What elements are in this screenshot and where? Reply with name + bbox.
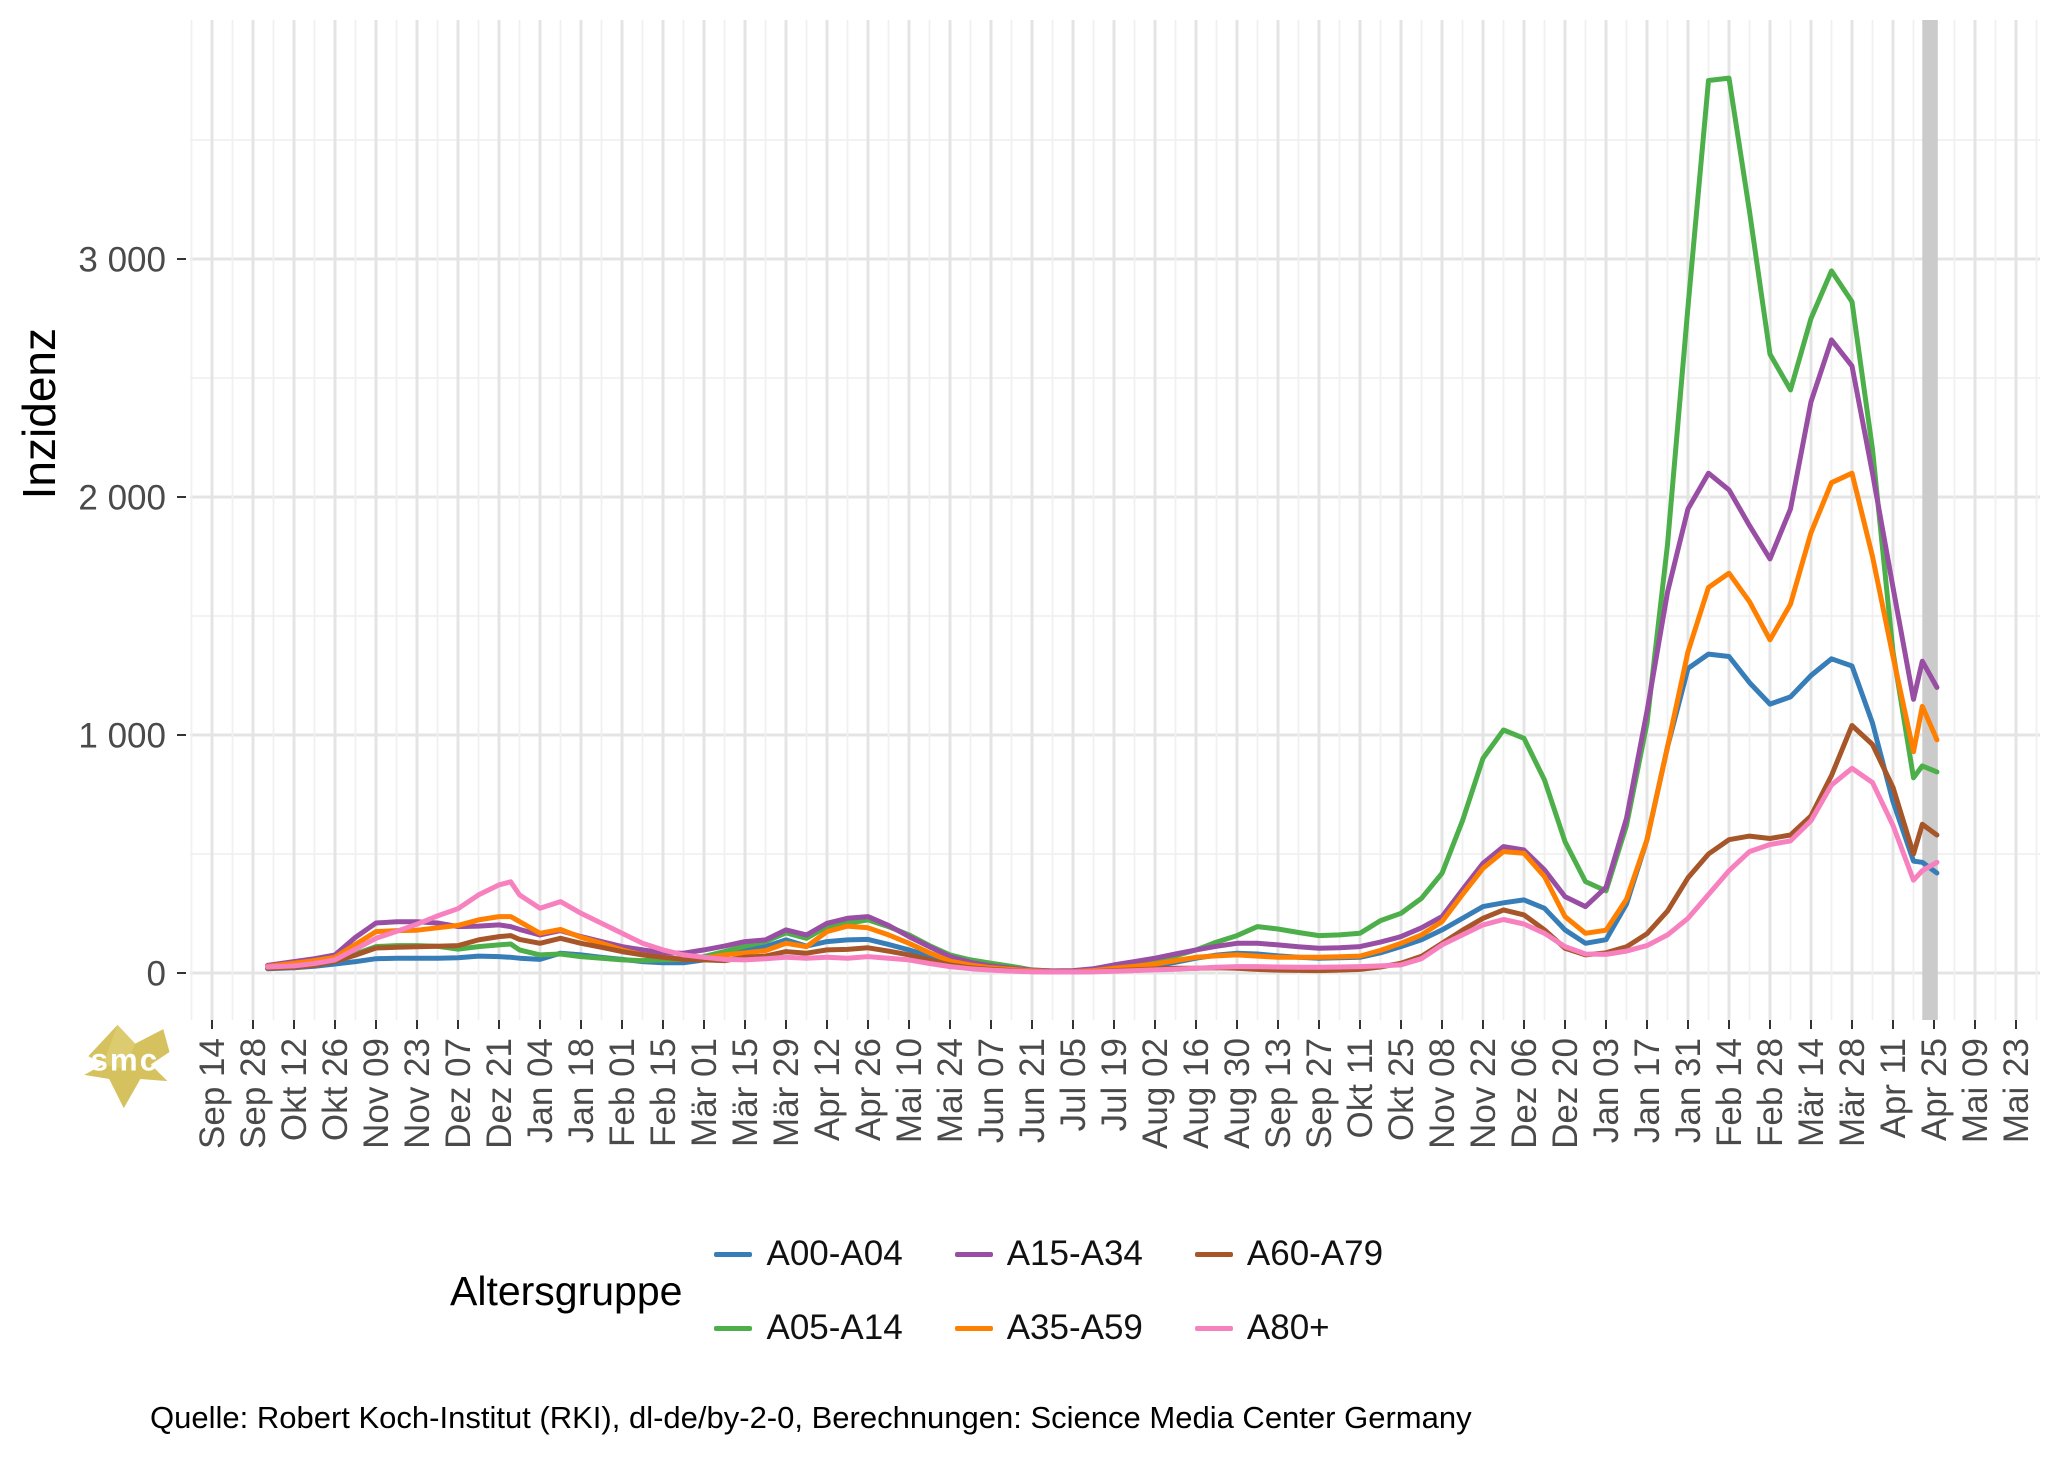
svg-text:Mär 28: Mär 28 (1833, 1038, 1872, 1147)
svg-text:Jan 03: Jan 03 (1587, 1038, 1626, 1143)
legend-items: A00-A04 A05-A14 A15-A34 A35-A59 A60-A79 A80+ (714, 1234, 1383, 1348)
svg-text:Jun 21: Jun 21 (1013, 1038, 1052, 1143)
legend-item-A35-A59: A35-A59 (954, 1308, 1143, 1348)
y-axis-tick-labels: 0 1 000 2 000 3 000 (78, 240, 166, 993)
svg-text:Mai 09: Mai 09 (1956, 1038, 1995, 1143)
svg-text:Dez 07: Dez 07 (439, 1038, 478, 1149)
svg-text:Apr 26: Apr 26 (849, 1038, 888, 1141)
smc-logo-shape (84, 1024, 170, 1109)
svg-text:Dez 21: Dez 21 (480, 1038, 519, 1149)
svg-text:Sep 14: Sep 14 (193, 1038, 232, 1149)
svg-text:Jan 31: Jan 31 (1669, 1038, 1708, 1143)
svg-text:Mär 29: Mär 29 (767, 1038, 806, 1147)
legend-key-icon (1194, 1325, 1233, 1331)
svg-text:Nov 09: Nov 09 (357, 1038, 396, 1149)
x-axis-tick-labels: Sep 14 Sep 28 Okt 12 Okt 26 Nov 09 Nov 23 Dez … (193, 1038, 2036, 1149)
svg-text:3 000: 3 000 (78, 240, 166, 279)
legend-title: Altersgruppe (450, 1267, 683, 1314)
svg-text:Okt 25: Okt 25 (1382, 1038, 1421, 1141)
legend-item-A15-A34: A15-A34 (954, 1234, 1143, 1274)
legend-key-icon (714, 1325, 753, 1331)
svg-text:Dez 06: Dez 06 (1505, 1038, 1544, 1149)
svg-text:Jul 05: Jul 05 (1054, 1038, 1093, 1131)
svg-text:Aug 02: Aug 02 (1136, 1038, 1175, 1149)
svg-text:Feb 01: Feb 01 (603, 1038, 642, 1147)
svg-text:0: 0 (147, 954, 166, 993)
svg-text:Okt 12: Okt 12 (275, 1038, 314, 1141)
y-axis-title: Inzidenz (13, 328, 65, 500)
smc-logo-text: smc (90, 1043, 159, 1078)
svg-text:Okt 11: Okt 11 (1341, 1038, 1380, 1139)
legend-label: A35-A59 (1006, 1308, 1143, 1347)
svg-text:Sep 28: Sep 28 (234, 1038, 273, 1149)
legend-key-icon (954, 1251, 993, 1257)
svg-text:Sep 13: Sep 13 (1259, 1038, 1298, 1149)
svg-text:Nov 22: Nov 22 (1464, 1038, 1503, 1149)
legend-item-A80+: A80+ (1194, 1308, 1383, 1348)
svg-text:Nov 08: Nov 08 (1423, 1038, 1462, 1149)
legend-item-A05-A14: A05-A14 (714, 1308, 903, 1348)
legend-key-icon (714, 1251, 753, 1257)
svg-text:Dez 20: Dez 20 (1546, 1038, 1585, 1149)
smc-logo-facet (102, 1024, 136, 1069)
legend-label: A05-A14 (766, 1308, 903, 1347)
legend-label: A80+ (1246, 1308, 1330, 1347)
svg-text:Mai 23: Mai 23 (1997, 1038, 2036, 1143)
svg-text:Nov 23: Nov 23 (398, 1038, 437, 1149)
smc-logo: smc (84, 1024, 170, 1109)
svg-text:Mai 10: Mai 10 (890, 1038, 929, 1143)
svg-text:Feb 15: Feb 15 (644, 1038, 683, 1147)
svg-text:2 000: 2 000 (78, 478, 166, 517)
svg-text:Jun 07: Jun 07 (972, 1038, 1011, 1143)
svg-text:Jan 18: Jan 18 (562, 1038, 601, 1143)
svg-text:Apr 12: Apr 12 (808, 1038, 847, 1141)
legend-key-icon (1194, 1251, 1233, 1257)
svg-text:Apr 11: Apr 11 (1874, 1038, 1913, 1139)
svg-text:Aug 16: Aug 16 (1177, 1038, 1216, 1149)
source-caption: Quelle: Robert Koch-Institut (RKI), dl-d… (150, 1400, 1472, 1435)
svg-text:Mai 24: Mai 24 (931, 1038, 970, 1143)
series-line-A80+ (265, 765, 1940, 975)
svg-text:Mär 14: Mär 14 (1792, 1038, 1831, 1147)
legend-label: A15-A34 (1006, 1234, 1143, 1273)
legend-key-icon (954, 1325, 993, 1331)
legend: Altersgruppe A00-A04 A05-A14 A15-A34 A35-A5… (450, 1234, 1383, 1348)
legend-label: A60-A79 (1246, 1234, 1384, 1273)
legend-item-A60-A79: A60-A79 (1194, 1234, 1384, 1274)
svg-text:Feb 28: Feb 28 (1751, 1038, 1790, 1147)
svg-text:Mär 15: Mär 15 (726, 1038, 765, 1147)
gridlines (190, 20, 2040, 1020)
svg-text:Feb 14: Feb 14 (1710, 1038, 1749, 1147)
svg-text:Jul 19: Jul 19 (1095, 1038, 1134, 1131)
svg-text:Sep 27: Sep 27 (1300, 1038, 1339, 1149)
svg-text:Okt 26: Okt 26 (316, 1038, 355, 1141)
svg-text:Jan 04: Jan 04 (521, 1038, 560, 1143)
svg-text:Mär 01: Mär 01 (685, 1038, 724, 1147)
svg-text:Aug 30: Aug 30 (1218, 1038, 1257, 1149)
svg-text:Apr 25: Apr 25 (1915, 1038, 1954, 1141)
svg-text:1 000: 1 000 (78, 716, 166, 755)
axis-ticks (177, 258, 2017, 1029)
legend-label: A00-A04 (766, 1234, 903, 1273)
svg-text:Jan 17: Jan 17 (1628, 1038, 1667, 1143)
legend-item-A00-A04: A00-A04 (714, 1234, 903, 1274)
